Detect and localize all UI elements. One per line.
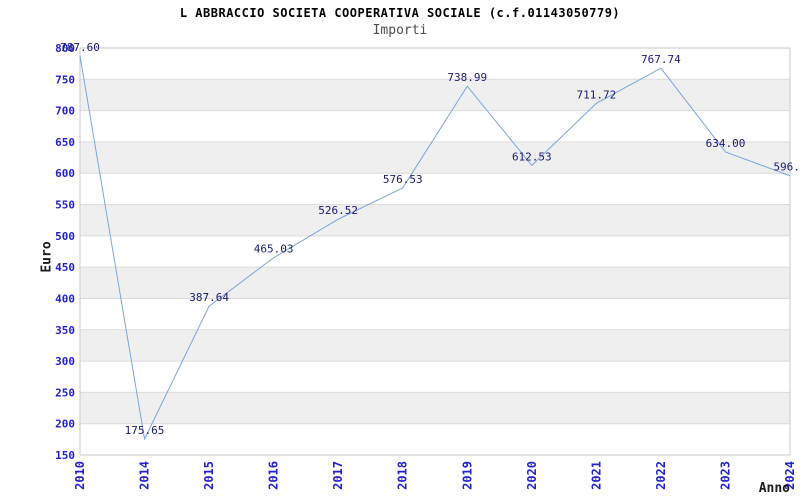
x-tick-label: 2014	[138, 461, 152, 490]
y-tick-label: 400	[55, 292, 75, 305]
point-value-label: 387.64	[189, 291, 229, 304]
y-tick-label: 750	[55, 73, 75, 86]
band-stripe	[80, 79, 790, 111]
background-band-stripes	[80, 48, 790, 455]
x-tick-label: 2019	[460, 461, 474, 490]
point-value-label: 634.00	[706, 137, 746, 150]
x-axis-tick-labels: 2010 2014 2015 2016 2017 2018 2019 2020 2021 2022…	[73, 461, 797, 490]
band-stripe	[80, 267, 790, 299]
point-value-label: 465.03	[254, 243, 294, 256]
y-tick-label: 350	[55, 324, 75, 337]
point-value-label: 787.60	[60, 41, 100, 54]
series-line	[79, 55, 791, 441]
y-tick-label: 600	[55, 167, 75, 180]
x-tick-label: 2020	[525, 461, 539, 490]
y-tick-label: 550	[55, 199, 75, 212]
y-tick-label: 450	[55, 261, 75, 274]
y-axis-tick-labels: 150 200 250 300 350 400 450 500 550 600 650 700 750 8…	[55, 42, 75, 462]
chart-title: L ABBRACCIO SOCIETA COOPERATIVA SOCIALE …	[179, 6, 621, 20]
x-tick-label: 2016	[267, 461, 281, 490]
y-tick-label: 300	[55, 355, 75, 368]
point-value-label: 596.0	[773, 161, 800, 174]
point-value-label: 767.74	[641, 53, 681, 66]
x-tick-label: 2023	[718, 461, 732, 490]
y-axis-title: Euro	[39, 241, 55, 273]
y-tick-label: 700	[55, 105, 75, 118]
y-tick-label: 800	[55, 42, 75, 55]
band-stripe	[80, 235, 790, 268]
band-stripe	[80, 48, 790, 80]
x-axis-title: Anno	[758, 481, 790, 496]
band-stripe	[80, 361, 790, 393]
x-tick-label: 2021	[589, 461, 603, 490]
point-value-label: 738.99	[447, 71, 487, 84]
x-tick-label: 2010	[73, 461, 87, 490]
band-stripe	[80, 298, 790, 330]
x-tick-label: 2018	[396, 461, 410, 490]
y-gridlines	[80, 47, 790, 456]
x-tick-label: 2017	[331, 461, 345, 490]
x-tick-label: 2024	[783, 461, 797, 490]
point-value-label: 612.53	[512, 150, 552, 163]
y-tick-label: 500	[55, 230, 75, 243]
band-stripe	[80, 204, 790, 236]
band-stripe	[80, 141, 790, 174]
band-stripe	[80, 423, 790, 455]
band-stripe	[80, 329, 790, 362]
band-stripe	[80, 173, 790, 205]
y-tick-label: 250	[55, 386, 75, 399]
y-tick-label: 650	[55, 136, 75, 149]
point-value-label: 576.53	[383, 173, 423, 186]
chart-subtitle: Importi	[372, 23, 428, 38]
plot-border	[79, 47, 791, 456]
data-point-labels: 787.60 175.65 387.64 465.03 526.52 576.53 738.…	[60, 41, 800, 437]
y-tick-label: 150	[55, 449, 75, 462]
point-value-label: 526.52	[318, 204, 358, 217]
x-tick-label: 2022	[654, 461, 668, 490]
y-tick-label: 200	[55, 418, 75, 431]
point-value-label: 175.65	[125, 424, 165, 437]
point-value-label: 711.72	[576, 88, 616, 101]
x-tick-label: 2015	[202, 461, 216, 490]
band-stripe	[80, 392, 790, 424]
